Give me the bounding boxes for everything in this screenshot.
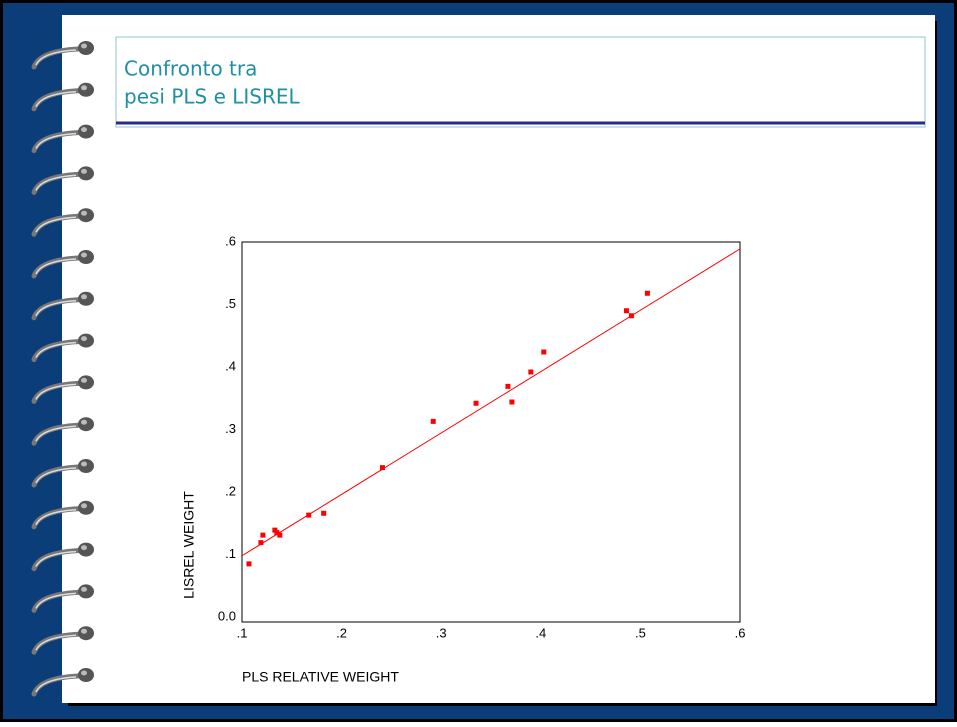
- spiral-hole: [78, 166, 94, 180]
- spiral-hole-shine: [81, 85, 87, 90]
- point: [509, 400, 514, 405]
- subtitle: pesi PLS e LISREL: [124, 85, 301, 109]
- y-tick-label: .3: [225, 421, 236, 436]
- spiral-hole-shine: [81, 378, 87, 383]
- point: [321, 511, 326, 516]
- point: [258, 540, 263, 545]
- spiral-hole: [78, 208, 94, 222]
- y-axis-label: LISREL WEIGHT: [181, 491, 197, 599]
- x-tick-label: .3: [436, 625, 447, 640]
- point: [645, 291, 650, 296]
- x-tick-label: .1: [237, 625, 248, 640]
- spiral-hole: [78, 83, 94, 97]
- point: [505, 384, 510, 389]
- x-axis-label: PLS RELATIVE WEIGHT: [242, 669, 399, 685]
- spiral-hole: [78, 626, 94, 640]
- point: [474, 401, 479, 406]
- spiral-hole: [78, 375, 94, 389]
- point: [528, 370, 533, 375]
- spiral-hole-shine: [81, 127, 87, 132]
- point: [629, 313, 634, 318]
- point: [541, 350, 546, 355]
- spiral-hole: [78, 292, 94, 306]
- spiral-hole: [78, 125, 94, 139]
- y-tick-label: .6: [225, 233, 236, 248]
- spiral-hole-shine: [81, 671, 87, 676]
- spiral-hole-shine: [81, 420, 87, 425]
- point: [306, 513, 311, 518]
- spiral-hole-shine: [81, 336, 87, 341]
- spiral-hole: [78, 41, 94, 55]
- spiral-hole-shine: [81, 587, 87, 592]
- point: [431, 419, 436, 424]
- point: [380, 465, 385, 470]
- spiral-hole: [78, 668, 94, 682]
- point: [260, 533, 265, 538]
- spiral-hole-shine: [81, 253, 87, 258]
- spiral-hole-shine: [81, 545, 87, 550]
- spiral-hole: [78, 417, 94, 431]
- spiral-hole-shine: [81, 629, 87, 634]
- point: [246, 561, 251, 566]
- y-tick-label: .1: [225, 546, 236, 561]
- title-box: [116, 37, 925, 127]
- y-tick-label: 0.0: [218, 608, 236, 623]
- spiral-hole-shine: [81, 294, 87, 299]
- spiral-hole-shine: [81, 503, 87, 508]
- point: [624, 308, 629, 313]
- y-tick-label: .5: [225, 296, 236, 311]
- y-tick-label: .2: [225, 483, 236, 498]
- spiral-hole-shine: [81, 462, 87, 467]
- x-tick-label: .2: [336, 625, 347, 640]
- slide: Confronto tra pesi PLS e LISREL PLS RELA…: [0, 0, 957, 722]
- point: [277, 533, 282, 538]
- x-tick-label: .4: [535, 625, 546, 640]
- spiral-hole: [78, 250, 94, 264]
- spiral-hole: [78, 584, 94, 598]
- spiral-hole-shine: [81, 211, 87, 216]
- y-tick-label: .4: [225, 358, 236, 373]
- spiral-hole-shine: [81, 44, 87, 49]
- x-tick-label: .5: [635, 625, 646, 640]
- spiral-hole: [78, 543, 94, 557]
- spiral-hole: [78, 501, 94, 515]
- spiral-hole-shine: [81, 169, 87, 174]
- title: Confronto tra: [124, 57, 257, 81]
- x-tick-label: .6: [735, 625, 746, 640]
- spiral-hole: [78, 459, 94, 473]
- spiral-hole: [78, 334, 94, 348]
